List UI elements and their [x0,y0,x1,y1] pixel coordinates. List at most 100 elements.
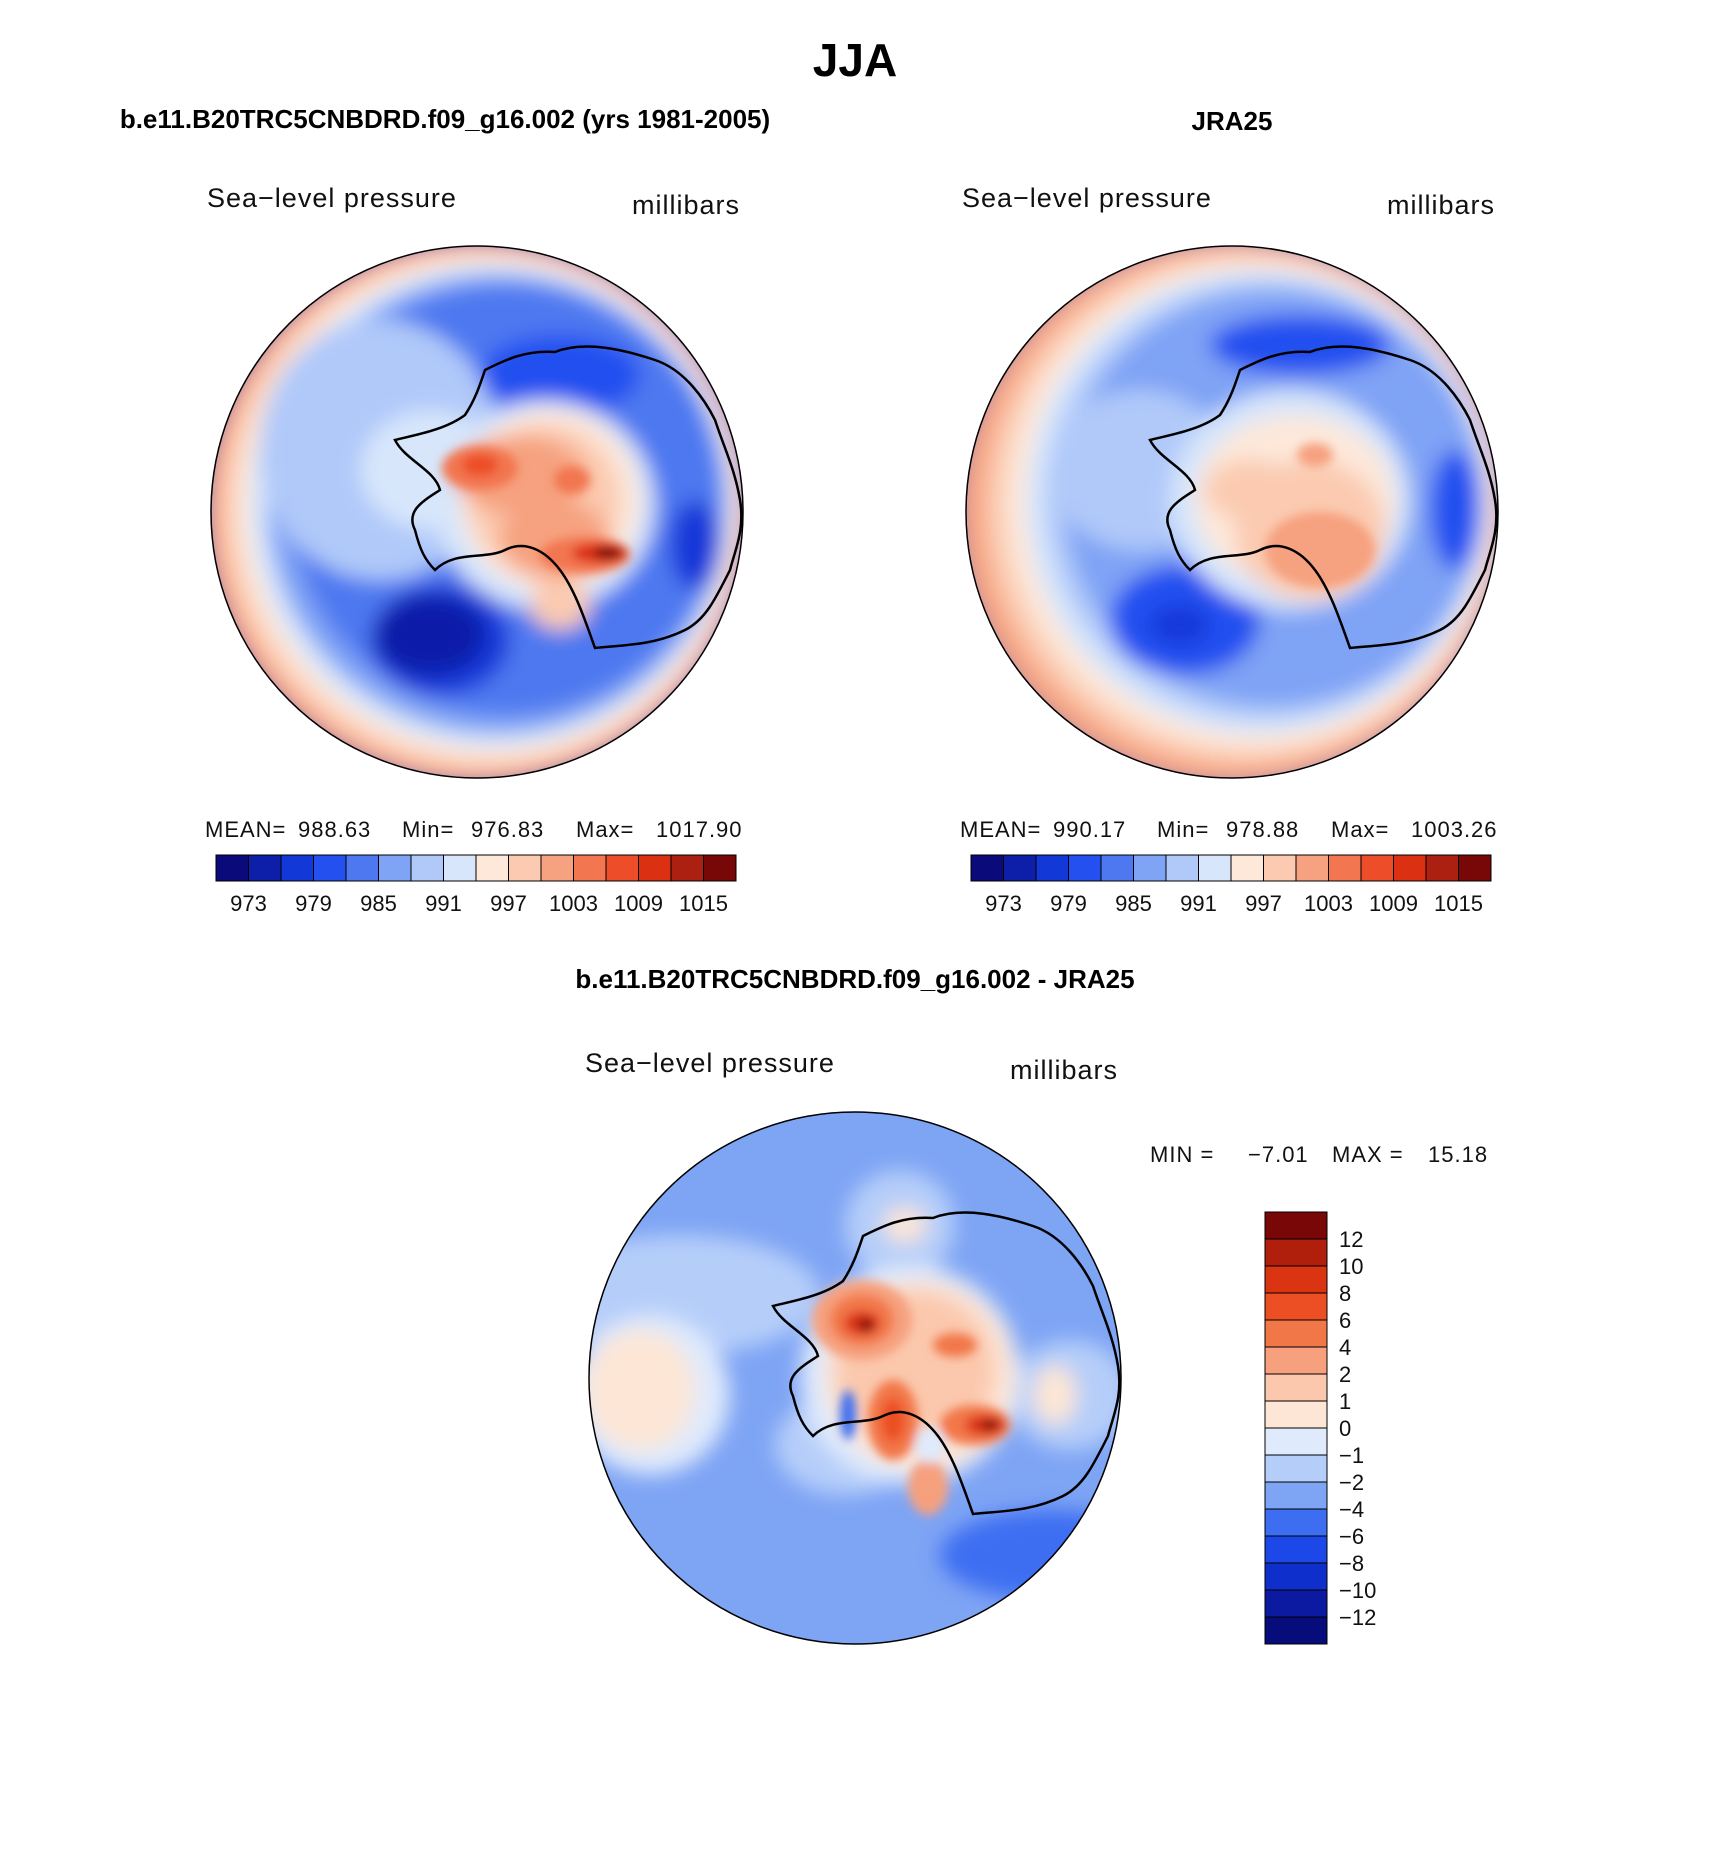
panel-diff-colorbar-tick-label: 8 [1339,1281,1351,1306]
panel-model-mean-label: MEAN= [205,817,286,842]
panel-model-max-label: Max= [576,817,634,842]
panel-obs-colorbar-swatch [1393,854,1427,882]
panel-model-min-label: Min= [402,817,454,842]
panel-diff-colorbar-swatch [1264,1211,1328,1240]
panel-diff-map-border [588,1111,1122,1645]
panel-diff-colorbar-tick-label: −12 [1339,1605,1376,1630]
panel-obs-colorbar-tick-label: 997 [1245,891,1282,916]
panel-diff-colorbar-swatch [1264,1616,1328,1645]
panel-obs-colorbar-tick-label: 991 [1180,891,1217,916]
panel-diff: b.e11.B20TRC5CNBDRD.f09_g16.002 - JRA25 … [575,964,1488,1645]
panel-model-min-value: 976.83 [471,817,544,842]
panel-obs-colorbar-swatch [970,854,1004,882]
panel-model-colorbar-tick-label: 1009 [614,891,663,916]
panel-obs-max-value: 1003.26 [1411,817,1498,842]
panel-obs-colorbar: 973 979 985 991 997 1003 1009 1015 [970,854,1492,916]
panel-model-colorbar-swatch [345,854,379,882]
panel-diff-min-label: MIN = [1150,1142,1214,1167]
panel-model-colorbar-tick-label: 973 [230,891,267,916]
panel-model-colorbar-tick-label: 1015 [679,891,728,916]
panel-diff-colorbar-swatch [1264,1481,1328,1510]
panel-obs-variable: Sea−level pressure [962,183,1212,213]
panel-obs-colorbar-swatch [1100,854,1134,882]
panel-diff-colorbar-swatch [1264,1535,1328,1564]
panel-diff-max-value: 15.18 [1428,1142,1488,1167]
panel-obs-colorbar-swatch [1003,854,1037,882]
panel-diff-colorbar-tick-label: −1 [1339,1443,1364,1468]
panel-model-colorbar-swatch [378,854,412,882]
panel-diff-colorbar-swatch [1264,1454,1328,1483]
panel-diff-colorbar-tick-label: −10 [1339,1578,1376,1603]
panel-obs-max-label: Max= [1331,817,1389,842]
panel-obs-map-border [965,245,1499,779]
panel-model-colorbar-tick-label: 997 [490,891,527,916]
panel-diff-colorbar-tick-label: 6 [1339,1308,1351,1333]
panel-diff-colorbar-swatch [1264,1589,1328,1618]
panel-model-max-value: 1017.90 [656,817,743,842]
panel-model-heading: b.e11.B20TRC5CNBDRD.f09_g16.002 (yrs 198… [120,104,770,134]
panel-obs-colorbar-swatch [1263,854,1297,882]
panel-model-colorbar-swatch [443,854,477,882]
panel-diff-max-label: MAX = [1332,1142,1404,1167]
panel-diff-colorbar-tick-label: 4 [1339,1335,1351,1360]
panel-model-colorbar-swatch [248,854,282,882]
panel-model-colorbar-swatch [215,854,249,882]
panel-model-colorbar-swatch [280,854,314,882]
panel-diff-colorbar-swatch [1264,1562,1328,1591]
panel-diff-min-value: −7.01 [1248,1142,1309,1167]
panel-diff-colorbar-tick-label: −2 [1339,1470,1364,1495]
panel-obs-colorbar-swatch [1458,854,1492,882]
panel-obs-heading: JRA25 [1192,106,1273,136]
panel-diff-colorbar-tick-label: −8 [1339,1551,1364,1576]
panel-diff-colorbar-swatch [1264,1427,1328,1456]
panel-model: b.e11.B20TRC5CNBDRD.f09_g16.002 (yrs 198… [120,104,770,916]
panel-model-colorbar-swatch [670,854,704,882]
panel-diff-heading: b.e11.B20TRC5CNBDRD.f09_g16.002 - JRA25 [575,964,1134,994]
panel-model-colorbar-tick-label: 985 [360,891,397,916]
panel-model-colorbar-swatch [313,854,347,882]
panel-diff-variable: Sea−level pressure [585,1048,835,1078]
panel-model-colorbar-tick-label: 1003 [549,891,598,916]
panel-model-units: millibars [632,190,740,220]
panel-diff-colorbar-swatch [1264,1373,1328,1402]
panel-diff-colorbar-swatch [1264,1400,1328,1429]
panel-obs-colorbar-swatch [1295,854,1329,882]
panel-obs-min-value: 978.88 [1226,817,1299,842]
panel-diff-colorbar-tick-label: 0 [1339,1416,1351,1441]
panel-diff-units: millibars [1010,1055,1118,1085]
panel-diff-colorbar-swatch [1264,1319,1328,1348]
panel-obs-colorbar-swatch [1165,854,1199,882]
panel-obs-colorbar-tick-label: 1003 [1304,891,1353,916]
panel-obs-min-label: Min= [1157,817,1209,842]
panel-diff-colorbar-swatch [1264,1238,1328,1267]
panel-model-colorbar-swatch [410,854,444,882]
panel-model-colorbar-swatch [508,854,542,882]
panel-obs-colorbar-swatch [1328,854,1362,882]
panel-diff-colorbar-swatch [1264,1292,1328,1321]
panel-diff-colorbar-swatch [1264,1265,1328,1294]
panel-obs-colorbar-tick-label: 985 [1115,891,1152,916]
panel-diff-colorbar-tick-label: 10 [1339,1254,1363,1279]
panel-model-map-border [210,245,744,779]
panel-model-colorbar-swatch [573,854,607,882]
panel-obs-units: millibars [1387,190,1495,220]
panel-diff-colorbar-swatch [1264,1346,1328,1375]
panel-obs-colorbar-swatch [1198,854,1232,882]
figure-title: JJA [813,34,897,86]
panel-model-colorbar-tick-label: 991 [425,891,462,916]
panel-obs-colorbar-swatch [1230,854,1264,882]
panel-model-colorbar-swatch [605,854,639,882]
panel-model-map [211,246,743,778]
panel-obs-colorbar-tick-label: 1009 [1369,891,1418,916]
panel-obs-colorbar-tick-label: 973 [985,891,1022,916]
panel-diff-colorbar-tick-label: −4 [1339,1497,1364,1522]
panel-obs-colorbar-swatch [1425,854,1459,882]
panel-model-colorbar-swatch [540,854,574,882]
panel-model-colorbar: 973 979 985 991 997 1003 1009 1015 [215,854,737,916]
panel-obs-colorbar-swatch [1068,854,1102,882]
panel-diff-colorbar-tick-label: 1 [1339,1389,1351,1414]
panel-obs-map [966,246,1498,778]
panel-model-variable: Sea−level pressure [207,183,457,213]
